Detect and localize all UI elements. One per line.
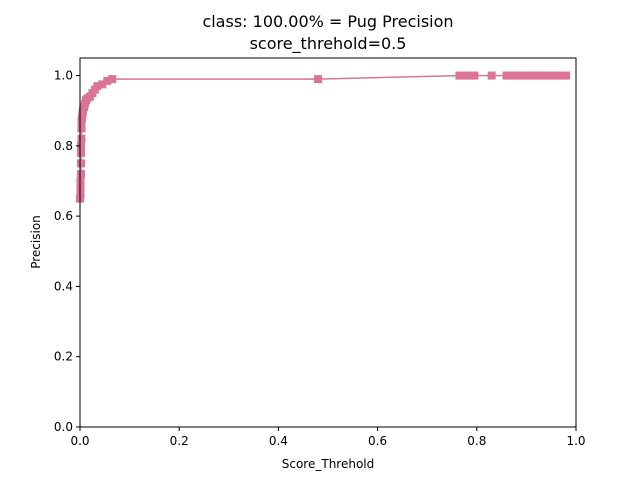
y-tick-label: 0.2 [54, 350, 73, 364]
y-axis-label: Precision [29, 215, 43, 269]
data-point-marker [76, 169, 85, 178]
data-point-marker [76, 148, 85, 157]
x-axis: 0.0 0.2 0.4 0.6 0.8 1.0 [70, 427, 586, 448]
data-point-marker [470, 71, 479, 80]
y-tick-label: 0.0 [54, 420, 73, 434]
plot-area [76, 71, 571, 203]
y-tick-label: 0.6 [54, 209, 73, 223]
x-tick-label: 1.0 [566, 434, 585, 448]
data-point-marker [460, 71, 469, 80]
data-point-marker [522, 71, 531, 80]
x-axis-label: Score_Threhold [282, 457, 375, 471]
data-point-marker [108, 75, 117, 84]
x-tick-label: 0.4 [269, 434, 288, 448]
series-line [79, 74, 567, 199]
data-point-marker [547, 71, 556, 80]
data-point-marker [502, 71, 511, 80]
data-point-marker [487, 71, 496, 80]
y-tick-label: 0.8 [54, 139, 73, 153]
data-point-marker [507, 71, 516, 80]
x-tick-label: 0.2 [170, 434, 189, 448]
axes-frame [79, 57, 577, 428]
data-point-marker [517, 71, 526, 80]
y-axis: 0.0 0.2 0.4 0.6 0.8 1.0 [54, 69, 80, 434]
chart-subtitle: score_threhold=0.5 [249, 34, 407, 53]
data-point-marker [103, 76, 112, 85]
data-point-marker [77, 134, 86, 143]
x-tick-label: 0.0 [70, 434, 89, 448]
data-point-marker [512, 71, 521, 80]
y-tick-label: 0.4 [54, 279, 73, 293]
data-point-marker [552, 71, 561, 80]
data-point-marker [76, 141, 85, 150]
data-point-marker [562, 71, 571, 80]
y-tick-label: 1.0 [54, 69, 73, 83]
data-point-marker [76, 159, 85, 168]
data-point-marker [98, 80, 107, 89]
chart-title: class: 100.00% = Pug Precision [202, 12, 454, 31]
data-point-marker [532, 71, 541, 80]
x-tick-label: 0.6 [368, 434, 387, 448]
data-point-marker [537, 71, 546, 80]
data-point-marker [77, 124, 86, 133]
data-point-marker [314, 75, 323, 84]
data-point-marker [527, 71, 536, 80]
data-point-marker [465, 71, 474, 80]
data-point-marker [557, 71, 566, 80]
x-tick-label: 0.8 [467, 434, 486, 448]
data-point-marker [93, 82, 102, 91]
data-point-marker [542, 71, 551, 80]
data-point-marker [455, 71, 464, 80]
